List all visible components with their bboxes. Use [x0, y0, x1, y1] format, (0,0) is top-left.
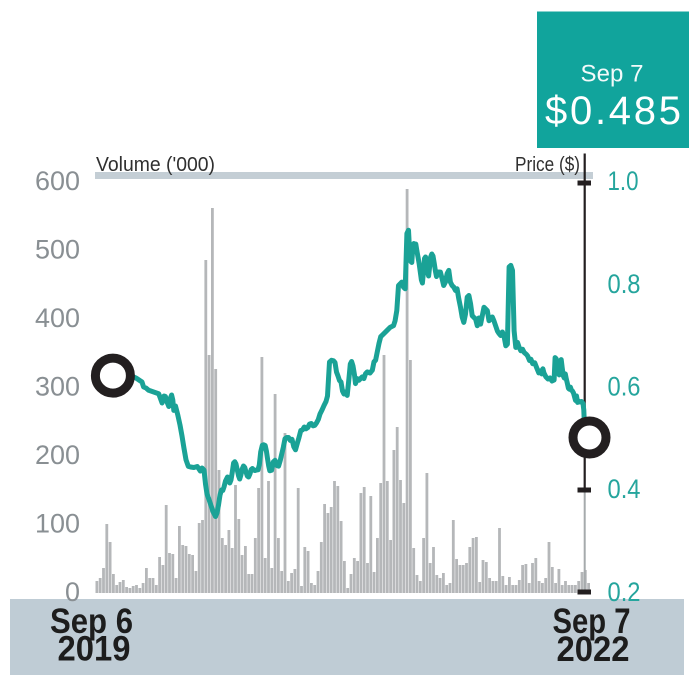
- svg-text:Sep 7: Sep 7: [553, 602, 631, 641]
- svg-text:100: 100: [35, 509, 80, 539]
- svg-text:1.0: 1.0: [608, 166, 639, 196]
- svg-text:200: 200: [35, 440, 80, 470]
- svg-text:Price ($): Price ($): [515, 154, 580, 176]
- svg-text:0: 0: [65, 577, 80, 607]
- svg-text:0.4: 0.4: [608, 474, 641, 504]
- svg-text:Sep 7: Sep 7: [581, 61, 644, 88]
- svg-text:$0.485: $0.485: [545, 89, 681, 133]
- svg-text:0.8: 0.8: [608, 269, 641, 299]
- svg-text:600: 600: [35, 166, 80, 196]
- svg-text:0.2: 0.2: [608, 577, 641, 607]
- svg-text:0.6: 0.6: [608, 372, 641, 402]
- svg-text:400: 400: [35, 303, 80, 333]
- svg-text:2019: 2019: [58, 630, 131, 669]
- svg-text:2022: 2022: [557, 630, 630, 669]
- svg-text:500: 500: [35, 235, 80, 265]
- svg-text:Volume ('000): Volume ('000): [96, 154, 215, 176]
- svg-text:Sep 6: Sep 6: [50, 602, 133, 641]
- svg-text:300: 300: [35, 372, 80, 402]
